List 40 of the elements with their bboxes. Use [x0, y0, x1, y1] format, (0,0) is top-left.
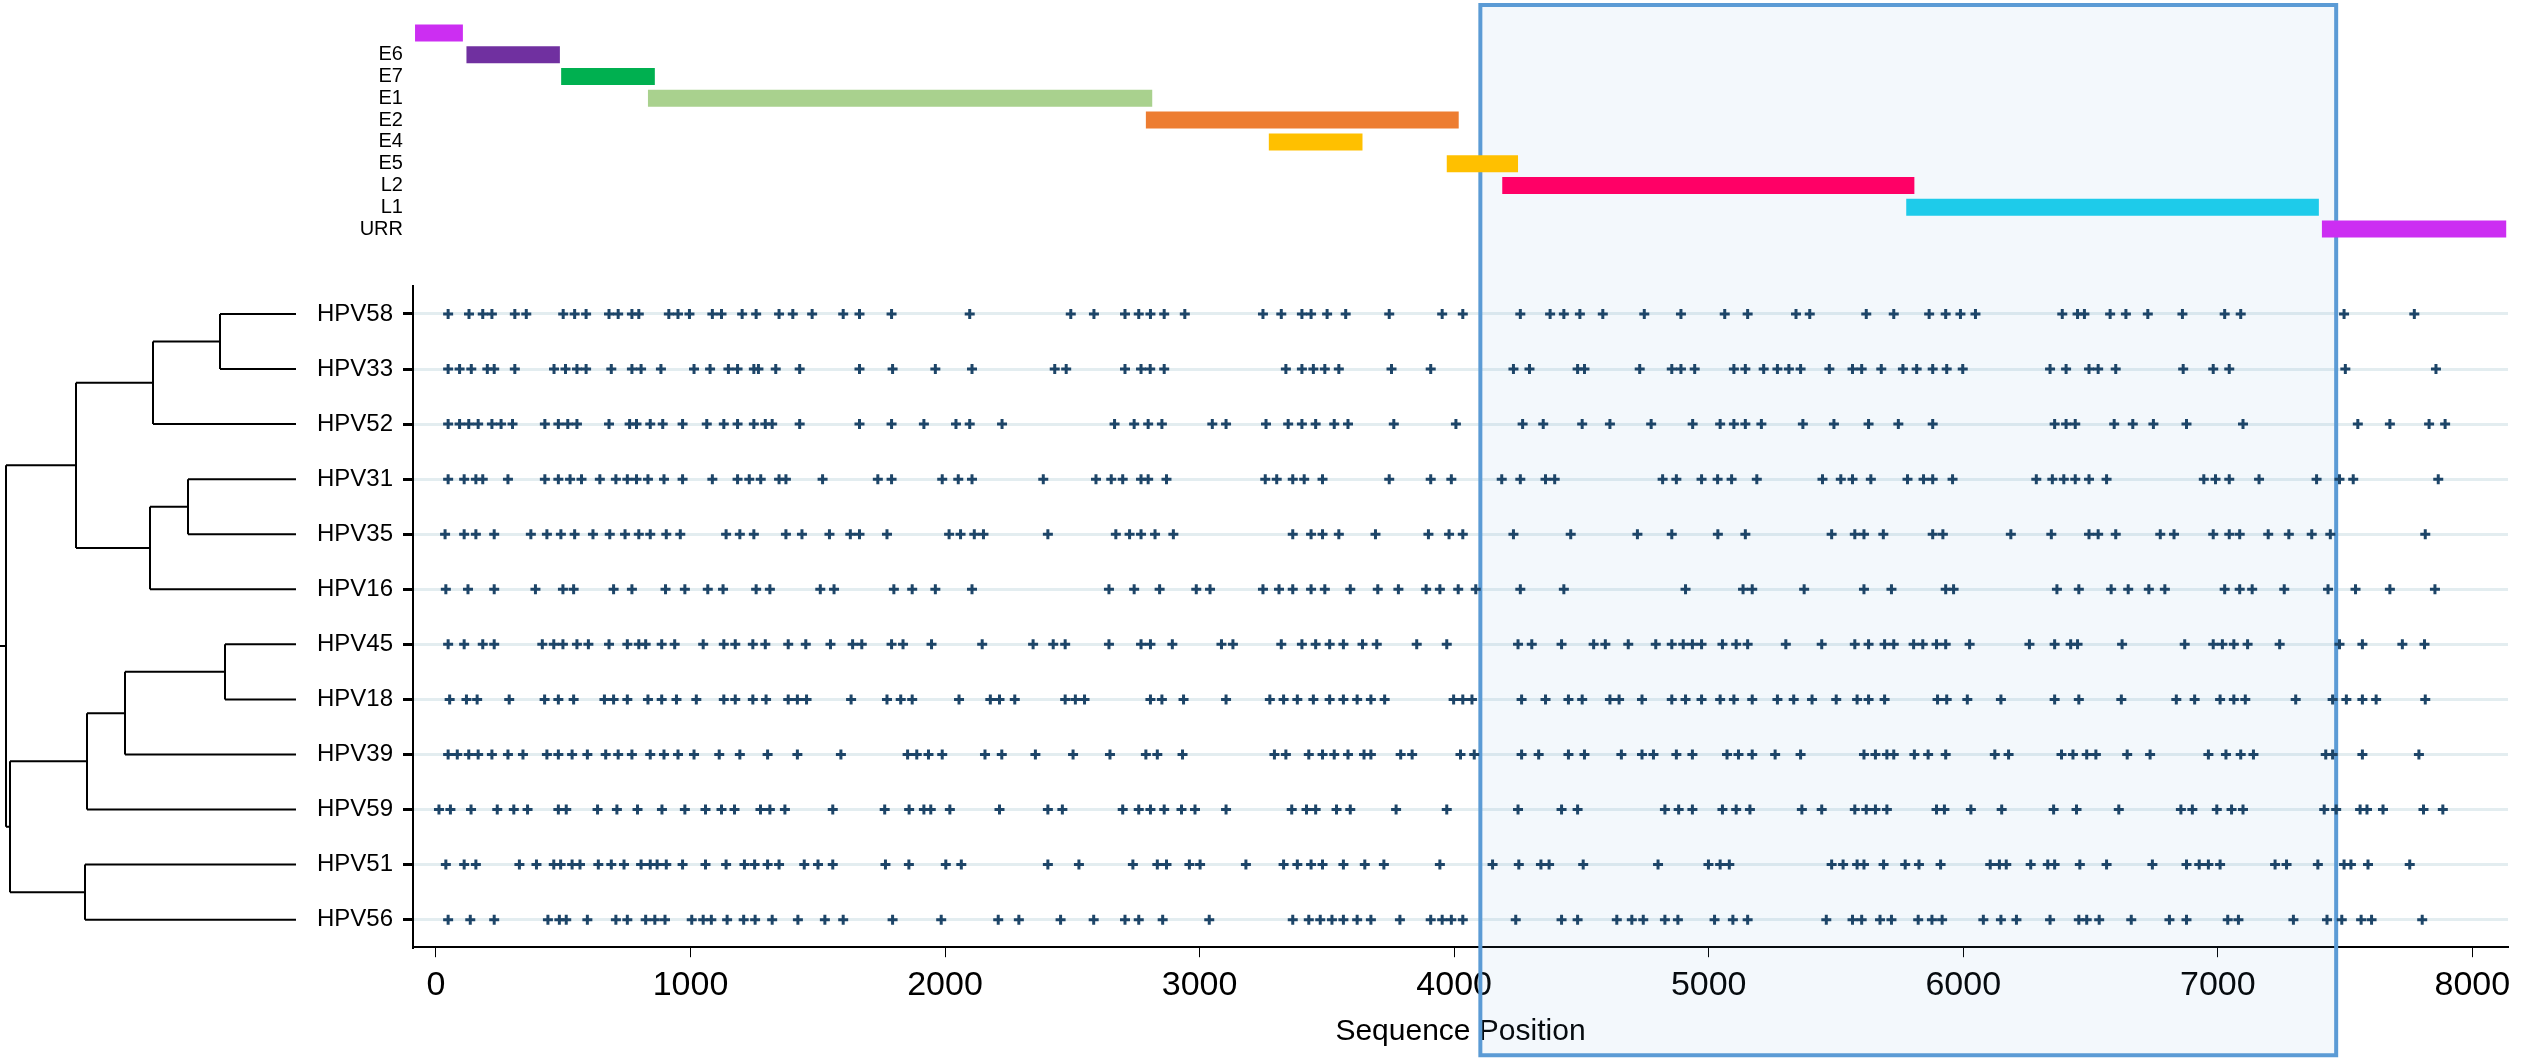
y-tick-label: HPV31 [316, 463, 393, 491]
x-axis-title: Sequence Position [1335, 1013, 1586, 1047]
y-tick-label: E6 [378, 42, 403, 65]
y-tick-label: HPV45 [316, 628, 393, 656]
bar [466, 46, 560, 64]
y-tick-label: HPV59 [316, 794, 393, 822]
bar [2321, 220, 2507, 238]
bar [1268, 133, 1363, 151]
y-tick-label: HPV52 [316, 408, 393, 436]
bar [415, 24, 463, 42]
y-tick-label: HPV16 [316, 573, 393, 601]
bar [1906, 198, 2319, 216]
y-tick-label: E1 [378, 85, 403, 108]
y-tick-label: L1 [380, 194, 403, 217]
y-tick-label: E5 [378, 151, 403, 174]
x-tick-label: 3000 [1161, 963, 1238, 1002]
x-tick-label: 0 [426, 963, 446, 1002]
y-tick-label: HPV39 [316, 739, 393, 767]
y-tick-label: E2 [378, 107, 403, 130]
x-tick-label: 1000 [652, 963, 729, 1002]
y-tick-label: HPV18 [316, 684, 393, 712]
y-tick-label: L2 [380, 173, 403, 196]
y-tick-label: HPV56 [316, 904, 393, 932]
y-tick-label: HPV58 [316, 298, 393, 326]
x-tick-label: 8000 [2434, 963, 2511, 1002]
bar [1145, 111, 1459, 129]
x-tick-label: 6000 [1925, 963, 2002, 1002]
y-tick-label: HPV33 [316, 353, 393, 381]
x-tick-label: 2000 [907, 963, 983, 1002]
y-tick-label: E7 [378, 64, 403, 87]
y-tick-label: HPV51 [316, 849, 393, 877]
bar [647, 89, 1153, 107]
y-tick-label: HPV35 [316, 518, 393, 546]
y-tick-label: E4 [378, 129, 403, 152]
bar [1446, 155, 1519, 173]
x-tick-label: 5000 [1670, 963, 1747, 1002]
x-tick-label: 7000 [2179, 963, 2256, 1002]
bar [1502, 177, 1915, 194]
y-tick-label: URR [359, 216, 403, 239]
bar [561, 68, 655, 85]
